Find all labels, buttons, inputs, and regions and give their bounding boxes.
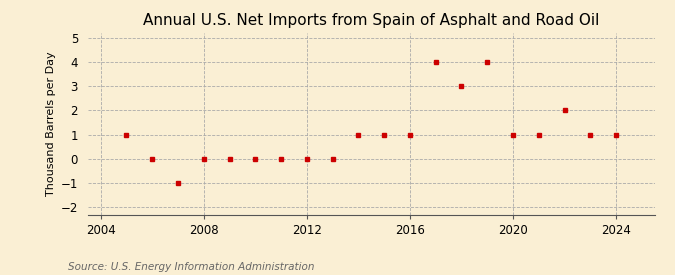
Text: Source: U.S. Energy Information Administration: Source: U.S. Energy Information Administ…: [68, 262, 314, 272]
Y-axis label: Thousand Barrels per Day: Thousand Barrels per Day: [47, 51, 57, 196]
Title: Annual U.S. Net Imports from Spain of Asphalt and Road Oil: Annual U.S. Net Imports from Spain of As…: [143, 13, 599, 28]
